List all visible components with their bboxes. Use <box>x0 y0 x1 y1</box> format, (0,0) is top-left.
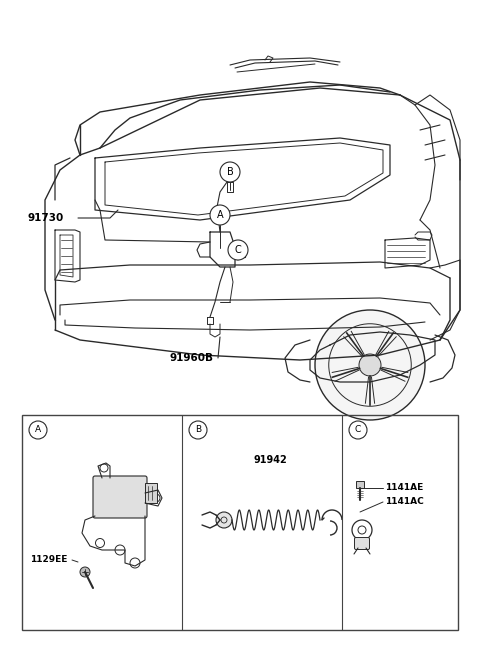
FancyBboxPatch shape <box>93 476 147 518</box>
Circle shape <box>210 205 230 225</box>
Circle shape <box>228 240 248 260</box>
Circle shape <box>80 567 90 577</box>
Bar <box>22 415 458 630</box>
Text: A: A <box>216 210 223 220</box>
FancyBboxPatch shape <box>355 538 370 550</box>
Text: 91960B: 91960B <box>170 353 214 363</box>
Bar <box>145 483 157 503</box>
Text: 91730: 91730 <box>28 213 64 223</box>
Text: C: C <box>235 245 241 255</box>
Circle shape <box>315 310 425 420</box>
Text: 1141AC: 1141AC <box>385 498 424 506</box>
Circle shape <box>220 162 240 182</box>
Text: B: B <box>195 426 201 434</box>
Text: 1129EE: 1129EE <box>30 555 67 565</box>
Text: C: C <box>355 426 361 434</box>
Text: 1141AE: 1141AE <box>385 483 423 493</box>
Text: B: B <box>227 167 233 177</box>
Bar <box>356 481 364 488</box>
Circle shape <box>359 354 381 376</box>
Text: A: A <box>35 426 41 434</box>
Circle shape <box>29 421 47 439</box>
Circle shape <box>216 512 232 528</box>
Circle shape <box>349 421 367 439</box>
Text: 91942: 91942 <box>253 455 287 465</box>
Circle shape <box>189 421 207 439</box>
